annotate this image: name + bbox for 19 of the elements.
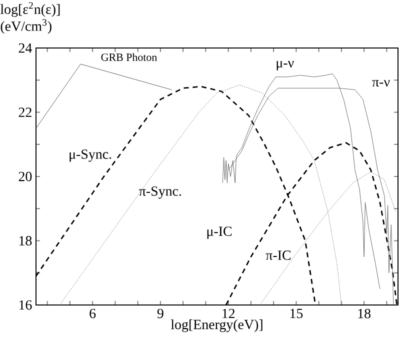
y-axis-title: log[ε$^{2}$n(ε)] (eV/cm$^{3}$) <box>0 2 60 34</box>
x-axis-title: log[Energy(eV)] <box>170 319 262 332</box>
y-tick-label: 18 <box>19 236 32 246</box>
y-tick-label: 16 <box>19 300 32 310</box>
series-label: μ-Sync. <box>70 150 112 162</box>
series-label: π-ν <box>372 80 390 87</box>
x-tick-label: 12 <box>222 308 235 318</box>
y-tick-label: 24 <box>18 43 32 53</box>
series-label: μ-IC <box>207 226 232 239</box>
series-label: GRB Photon <box>101 53 157 61</box>
series-label: π-IC <box>266 250 291 260</box>
series-label: μ-ν <box>276 60 294 70</box>
x-tick-label: 18 <box>358 308 371 318</box>
x-tick-label: 15 <box>290 308 303 318</box>
y-tick-label: 20 <box>18 172 32 182</box>
y-tick-label: 22 <box>18 108 32 117</box>
x-tick-label: 9 <box>157 308 164 318</box>
x-tick-label: 6 <box>90 308 96 318</box>
series-label: π-Sync. <box>139 186 182 199</box>
